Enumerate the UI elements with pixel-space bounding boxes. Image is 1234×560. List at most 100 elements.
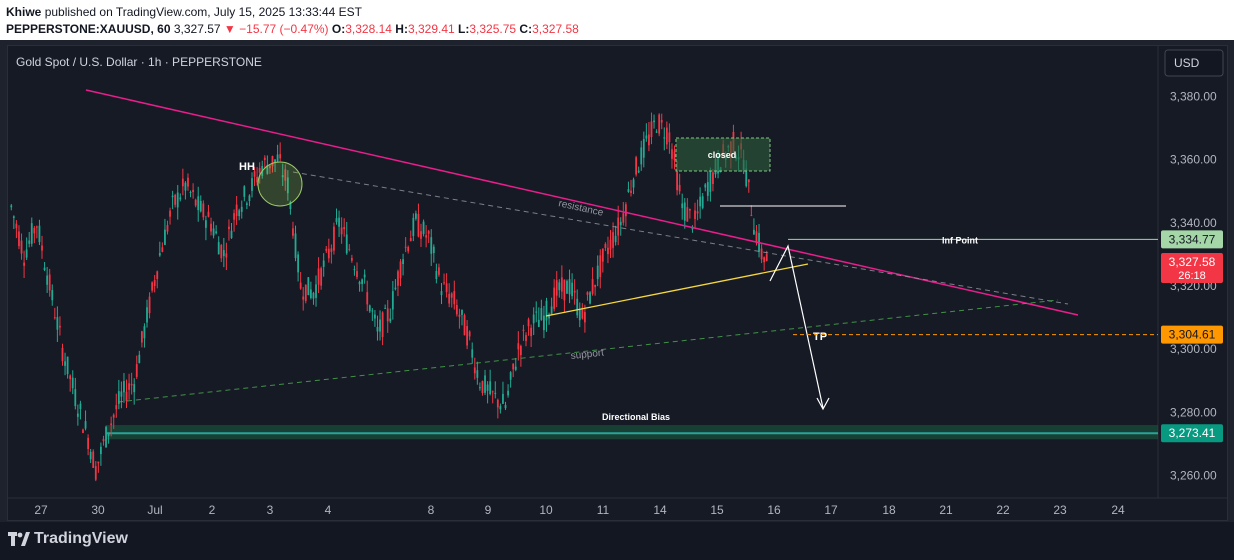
candle-body (553, 287, 556, 309)
candle-body (235, 204, 238, 217)
candle-body (338, 217, 340, 227)
x-tick-label: 4 (325, 503, 332, 517)
candle-body (120, 391, 123, 397)
candle-body (327, 248, 330, 259)
candle-body (25, 249, 28, 258)
candle-body (53, 317, 56, 319)
candle-body (455, 305, 458, 315)
candle-body (228, 226, 230, 230)
candle-body (115, 405, 118, 410)
candle-body (143, 326, 146, 339)
candle-body (130, 383, 133, 386)
candle-body (389, 318, 392, 322)
candle-body (704, 184, 707, 188)
low-label: L: (458, 22, 470, 36)
price-tag (1161, 325, 1223, 344)
candle-body (330, 248, 333, 252)
close-label: C: (519, 22, 533, 36)
candle-body (514, 366, 517, 370)
candle-body (765, 254, 768, 262)
x-tick-label: 21 (939, 503, 953, 517)
candle-body (41, 245, 43, 251)
candle-body (212, 228, 215, 236)
directional-bias-label: Directional Bias (602, 412, 670, 422)
candle-body (194, 199, 197, 206)
chart-area[interactable]: Gold Spot / U.S. Dollar · 1h · PEPPERSTO… (7, 45, 1228, 521)
publisher-name[interactable]: Khiwe (6, 5, 42, 19)
candle-body (604, 244, 607, 248)
trend-line-yellow[interactable] (545, 263, 809, 317)
candle-body (289, 201, 292, 210)
y-tick-label: 3,360.00 (1170, 153, 1217, 167)
candle-body (192, 189, 194, 193)
y-tick-label: 3,260.00 (1170, 469, 1217, 483)
candle-body (366, 292, 369, 305)
resistance-line[interactable] (85, 89, 1079, 316)
projection-path[interactable] (769, 244, 824, 409)
candle-body (179, 197, 182, 200)
candle-body (245, 203, 248, 205)
candle-body (274, 159, 276, 163)
candle-body (166, 225, 169, 232)
candle-body (745, 168, 748, 187)
candle-body (253, 171, 256, 177)
candle-body (105, 426, 107, 448)
candle-body (15, 223, 18, 229)
closed-label: closed (708, 150, 737, 160)
candle-body (694, 210, 696, 219)
candle-body (279, 154, 282, 159)
candle-body (350, 257, 353, 261)
candle-body (409, 238, 412, 242)
footer-bar (0, 522, 1234, 560)
candle-body (164, 229, 166, 245)
candle-body (448, 293, 451, 304)
candle-body (238, 210, 241, 217)
candle-body (555, 280, 558, 296)
candle-body (12, 216, 15, 218)
high-value: 3,329.41 (407, 22, 455, 36)
candle-body (614, 235, 617, 243)
candle-body (271, 156, 274, 167)
candle-body (445, 283, 448, 293)
x-tick-label: Jul (147, 503, 162, 517)
candle-body (76, 413, 79, 417)
candle-body (430, 237, 433, 254)
y-tick-label: 3,340.00 (1170, 216, 1217, 230)
x-tick-label: 27 (34, 503, 48, 517)
support-line[interactable] (117, 299, 1059, 403)
candle-body (243, 186, 246, 197)
candle-body (386, 308, 389, 322)
candle-body (466, 326, 469, 346)
candle-body (550, 306, 553, 315)
candle-body (46, 275, 49, 285)
candle-body (217, 242, 220, 255)
candle-body (486, 384, 489, 391)
candle-body (381, 312, 384, 338)
candle-body (504, 405, 507, 409)
currency-button[interactable] (1164, 49, 1224, 77)
candle-body (596, 265, 599, 280)
tradingview-logo[interactable]: TradingView (8, 530, 128, 548)
candle-body (619, 221, 622, 226)
candle-body (404, 246, 407, 248)
candle-body (315, 284, 317, 298)
publish-line: Khiwe published on TradingView.com, July… (6, 5, 362, 19)
chart-title: Gold Spot / U.S. Dollar · 1h · PEPPERSTO… (16, 55, 262, 69)
x-tick-label: 24 (1111, 503, 1125, 517)
candle-body (594, 284, 597, 288)
candle-body (438, 267, 440, 275)
candle-body (512, 363, 515, 370)
candle-body (345, 234, 348, 254)
candle-body (307, 277, 310, 295)
candle-body (568, 279, 571, 295)
candle-body (302, 296, 305, 300)
candle-body (407, 246, 410, 252)
publish-header: Khiwe published on TradingView.com, July… (0, 0, 1234, 40)
candle-body (581, 307, 584, 319)
down-arrow-icon: ▼ (223, 22, 236, 36)
x-tick-label: 11 (597, 503, 610, 517)
price-chart[interactable]: Gold Spot / U.S. Dollar · 1h · PEPPERSTO… (8, 46, 1227, 520)
candle-body (205, 220, 207, 228)
candle-body (665, 127, 668, 145)
candle-body (97, 461, 100, 464)
